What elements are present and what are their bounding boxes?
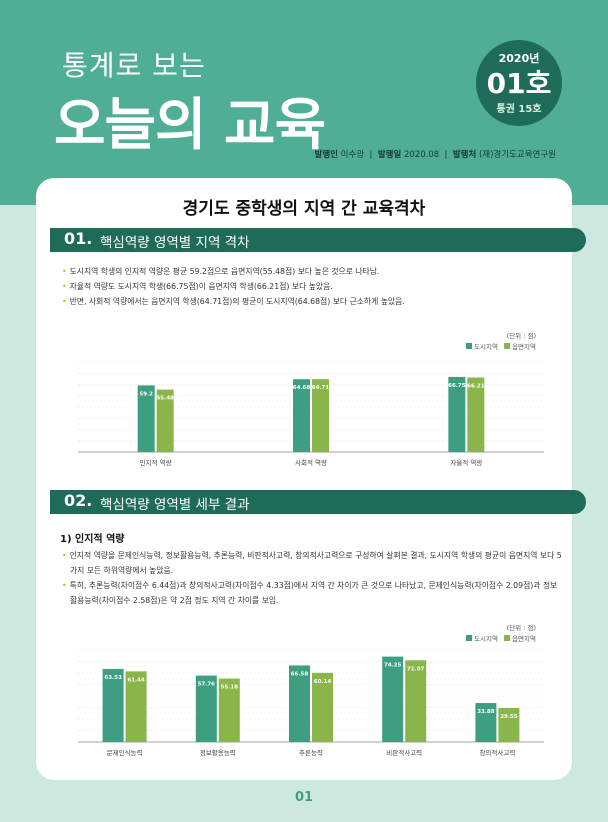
publication-title-small: 통계로 보는 — [62, 49, 206, 82]
bar-rural — [405, 660, 427, 742]
publish-date: 2020.08 — [403, 150, 440, 160]
data-label: 64.71 — [312, 385, 330, 391]
bar-rural — [156, 389, 174, 452]
x-tick-label: 정보활용능력 — [200, 748, 236, 757]
legend-swatch-urban — [466, 635, 473, 641]
publication-title-big: 오늘의 교육 — [54, 93, 326, 158]
bar-rural — [312, 379, 329, 452]
x-tick-label: 자율적 역량 — [450, 458, 482, 467]
legend-label-rural: 읍면지역 — [512, 635, 536, 643]
bar-rural — [467, 377, 485, 452]
data-label: 59.2 — [139, 391, 153, 397]
badge-year: 2020년 — [498, 52, 540, 65]
section-2-bullets: 인지적 역량을 문제인식능력, 정보활용능력, 추론능력, 비판적사고력, 창의… — [62, 548, 562, 608]
publisher: 이수광 — [340, 150, 365, 160]
bar-rural — [125, 671, 147, 742]
chart-1-unit: (단위 : 점) — [506, 332, 536, 340]
publisher-label: 발행인 — [314, 150, 338, 160]
bullet-item: 특히, 추론능력(차이점수 6.44점)과 창의적사고력(차이점수 4.33점)… — [62, 578, 562, 608]
main-title: 경기도 중학생의 지역 간 교육격차 — [182, 199, 426, 219]
bullet-item: 인지적 역량을 문제인식능력, 정보활용능력, 추론능력, 비판적사고력, 창의… — [62, 548, 562, 578]
x-tick-label: 문제인식능력 — [107, 748, 143, 757]
bar-rural — [218, 678, 240, 742]
bar-urban — [102, 668, 124, 742]
data-label: 71.07 — [407, 666, 425, 672]
section-2-header: 02. 핵심역량 영역별 세부 결과 — [50, 490, 586, 514]
data-label: 55.48 — [156, 396, 174, 402]
section-1-title: 핵심역량 영역별 지역 격차 — [100, 235, 250, 251]
legend-swatch-rural — [504, 635, 511, 641]
data-label: 55.18 — [221, 685, 239, 691]
page-number: 01 — [294, 790, 314, 805]
bar-urban — [382, 656, 404, 742]
chart-2: 63.53 61.44 문제인식능력 57.76 55.18 정보활용능력 66.58 60.… — [78, 649, 544, 757]
legend-swatch-urban — [466, 343, 473, 349]
badge-issue: 01호 — [486, 67, 552, 100]
chart-2-legend: 도시지역 읍면지역 — [462, 633, 536, 643]
subsection-heading: 1) 인지적 역량 — [60, 534, 125, 545]
bar-urban — [195, 675, 217, 742]
section-2-number: 02. — [64, 491, 93, 510]
section-1-bullets: 도시지역 학생의 인지적 역량은 평균 59.2점으로 읍면지역(55.48점)… — [62, 264, 562, 309]
section-1-header: 01. 핵심역량 영역별 지역 격차 — [50, 228, 586, 252]
legend-label-rural: 읍면지역 — [512, 343, 536, 351]
data-label: 66.75 — [448, 383, 466, 389]
bar-urban — [475, 703, 497, 742]
data-label: 33.88 — [477, 709, 495, 715]
data-label: 57.76 — [198, 682, 216, 688]
x-tick-label: 추론능력 — [299, 749, 323, 757]
bar-urban — [289, 665, 310, 742]
chart-1: 59.255.48 인지적 역량 64.68 64.71 사회적 역량 66.75 66.2… — [78, 361, 544, 467]
legend-label-urban: 도시지역 — [474, 635, 498, 643]
issue-badge: 2020년 01호 통권 15호 — [476, 40, 562, 126]
section-2-title: 핵심역량 영역별 세부 결과 — [100, 497, 250, 513]
bar-rural — [498, 708, 520, 742]
bar-rural — [312, 672, 333, 742]
data-label: 29.55 — [500, 714, 518, 720]
section-1-number: 01. — [64, 229, 93, 248]
bullet-item: 자율적 역량도 도시지역 학생(66.75점)이 읍면지역 학생(66.21점)… — [62, 279, 562, 294]
data-label: 66.58 — [291, 671, 309, 677]
data-label: 60.14 — [314, 679, 332, 685]
legend-swatch-rural — [504, 343, 511, 349]
bullet-item: 도시지역 학생의 인지적 역량은 평균 59.2점으로 읍면지역(55.48점)… — [62, 264, 562, 279]
bullet-item: 반면, 사회적 역량에서는 읍면지역 학생(64.71점)의 평균이 도시지역(… — [62, 294, 562, 309]
bar-urban — [293, 379, 310, 452]
data-label: 61.44 — [127, 677, 145, 683]
data-label: 64.68 — [293, 385, 311, 391]
publication-info: 발행인 이수광 | 발행일 2020.08 | 발행처 (재)경기도교육연구원 — [314, 150, 557, 160]
x-tick-label: 창의적사고력 — [479, 748, 515, 757]
data-label: 74.25 — [384, 663, 402, 669]
bar-urban — [448, 376, 466, 452]
issuer-label: 발행처 — [452, 150, 477, 160]
bar-urban — [137, 385, 155, 452]
x-tick-label: 인지적 역량 — [140, 458, 172, 467]
chart-1-legend: 도시지역 읍면지역 — [462, 341, 536, 351]
data-label: 63.53 — [104, 675, 122, 681]
chart-2-unit: (단위 : 점) — [506, 624, 536, 632]
data-label: 66.21 — [467, 384, 485, 390]
date-label: 발행일 — [377, 150, 402, 160]
issuer: (재)경기도교육연구원 — [478, 150, 556, 160]
content-card: 경기도 중학생의 지역 간 교육격차 01. 핵심역량 영역별 지역 격차 도시… — [36, 178, 586, 780]
x-tick-label: 비판적사고력 — [386, 748, 422, 757]
legend-label-urban: 도시지역 — [474, 343, 498, 351]
x-tick-label: 사회적 역량 — [295, 458, 327, 467]
badge-volume: 통권 15호 — [496, 104, 542, 115]
